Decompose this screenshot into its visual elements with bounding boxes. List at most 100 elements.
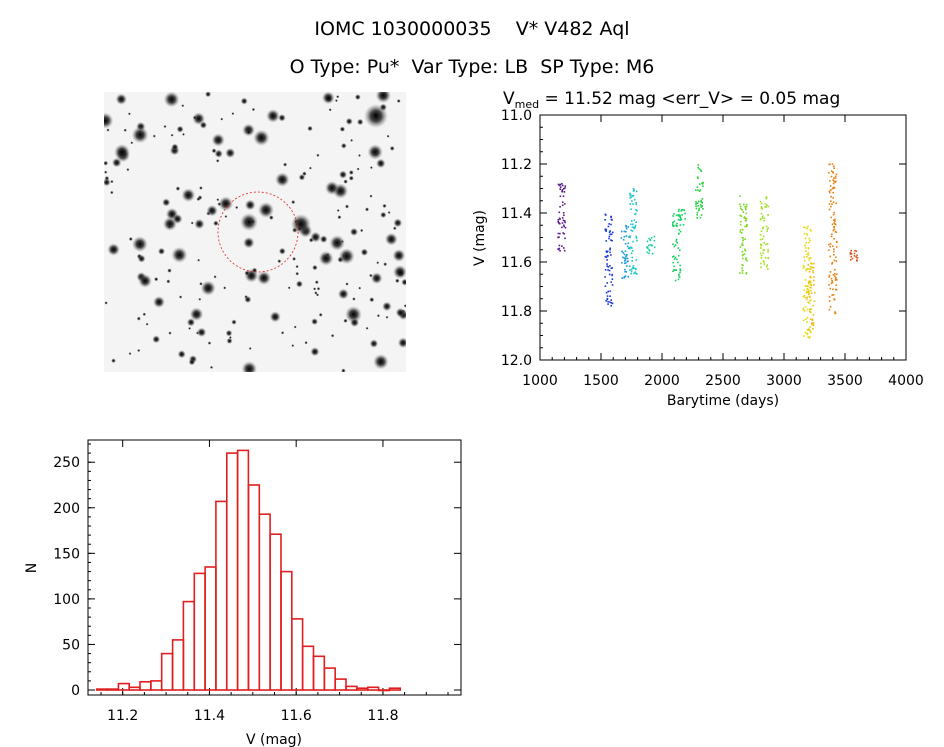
sky-star bbox=[369, 194, 373, 198]
sky-star bbox=[403, 304, 406, 308]
sky-star bbox=[145, 322, 149, 326]
lc-point bbox=[742, 211, 745, 213]
lc-point bbox=[740, 232, 743, 234]
sky-star bbox=[380, 211, 387, 219]
lc-point bbox=[746, 259, 748, 262]
lc-point bbox=[740, 220, 742, 223]
lc-point bbox=[829, 271, 832, 273]
lc-point bbox=[673, 258, 676, 260]
sky-star bbox=[218, 196, 234, 211]
lc-point bbox=[853, 252, 856, 255]
lc-point bbox=[698, 200, 700, 203]
lc-point bbox=[763, 217, 765, 219]
lc-point bbox=[561, 226, 563, 229]
sky-star bbox=[376, 314, 380, 318]
lc-point bbox=[677, 247, 680, 249]
lc-point bbox=[610, 216, 612, 218]
lc-point bbox=[650, 244, 652, 246]
lc-ytick-label: 11.8 bbox=[501, 304, 532, 320]
lc-point bbox=[762, 249, 764, 252]
lc-point bbox=[739, 223, 742, 226]
sky-star bbox=[104, 112, 114, 129]
sky-star bbox=[395, 307, 406, 318]
sky-star bbox=[181, 188, 196, 202]
lc-point bbox=[695, 205, 697, 207]
lc-point bbox=[559, 195, 562, 198]
lc-point bbox=[760, 213, 763, 215]
lc-point bbox=[808, 295, 811, 298]
lc-point bbox=[635, 208, 637, 211]
lc-point bbox=[625, 230, 627, 233]
sky-star bbox=[243, 236, 255, 249]
lc-point bbox=[558, 244, 561, 247]
lc-point bbox=[651, 244, 653, 247]
lc-point bbox=[561, 182, 563, 185]
lc-point bbox=[834, 279, 837, 281]
lc-point bbox=[742, 253, 744, 256]
lc-point bbox=[828, 191, 831, 194]
lc-point bbox=[759, 252, 762, 255]
sky-star bbox=[295, 280, 303, 288]
lc-point bbox=[675, 269, 677, 271]
lc-point bbox=[832, 219, 835, 221]
lc-point bbox=[624, 260, 626, 262]
sky-star bbox=[277, 259, 282, 264]
sky-star bbox=[345, 282, 349, 286]
lc-point bbox=[831, 163, 834, 165]
lc-point bbox=[632, 194, 635, 197]
lc-point bbox=[807, 225, 809, 228]
lc-point bbox=[833, 298, 835, 300]
lc-point bbox=[563, 214, 565, 217]
lc-point bbox=[635, 221, 637, 223]
lc-point bbox=[676, 241, 678, 244]
lc-point bbox=[604, 219, 606, 221]
lc-point bbox=[679, 269, 682, 272]
sky-star bbox=[128, 352, 132, 356]
sky-star bbox=[163, 216, 177, 231]
lc-point bbox=[634, 272, 637, 274]
lc-point bbox=[812, 271, 815, 274]
lc-point bbox=[833, 187, 836, 189]
lc-point bbox=[608, 237, 610, 240]
lc-point bbox=[833, 250, 835, 253]
lc-point bbox=[635, 268, 637, 271]
lc-point bbox=[606, 282, 608, 284]
lc-point bbox=[808, 237, 810, 240]
lc-point bbox=[625, 224, 627, 227]
sky-star bbox=[392, 249, 406, 262]
lc-point bbox=[632, 240, 634, 243]
lc-point bbox=[620, 230, 623, 233]
lc-point bbox=[744, 207, 747, 210]
sky-star bbox=[328, 108, 332, 112]
lc-point bbox=[763, 242, 765, 244]
sky-star bbox=[343, 318, 348, 323]
lc-point bbox=[805, 250, 807, 252]
lc-point bbox=[701, 182, 703, 185]
target-circle bbox=[217, 191, 299, 273]
lc-point bbox=[741, 209, 743, 211]
lc-point bbox=[806, 233, 808, 235]
lc-point bbox=[672, 256, 674, 258]
sky-star bbox=[343, 179, 348, 184]
lc-point bbox=[850, 255, 852, 258]
sky-star bbox=[162, 198, 171, 207]
lc-point bbox=[802, 319, 805, 322]
lc-point bbox=[679, 216, 681, 218]
lc-point bbox=[832, 182, 835, 185]
sky-star bbox=[307, 125, 313, 132]
sky-star bbox=[213, 220, 219, 227]
lc-point bbox=[765, 225, 768, 228]
lc-point bbox=[625, 255, 627, 258]
sky-star bbox=[396, 99, 401, 103]
lc-point bbox=[646, 240, 649, 243]
lc-point bbox=[629, 246, 631, 249]
lc-point bbox=[604, 213, 607, 216]
lc-point bbox=[806, 298, 808, 301]
lc-point bbox=[563, 249, 566, 252]
lc-point bbox=[760, 207, 763, 209]
lc-point bbox=[626, 257, 629, 260]
sky-star bbox=[304, 341, 308, 345]
lc-point bbox=[764, 206, 767, 208]
lc-point bbox=[559, 183, 562, 186]
